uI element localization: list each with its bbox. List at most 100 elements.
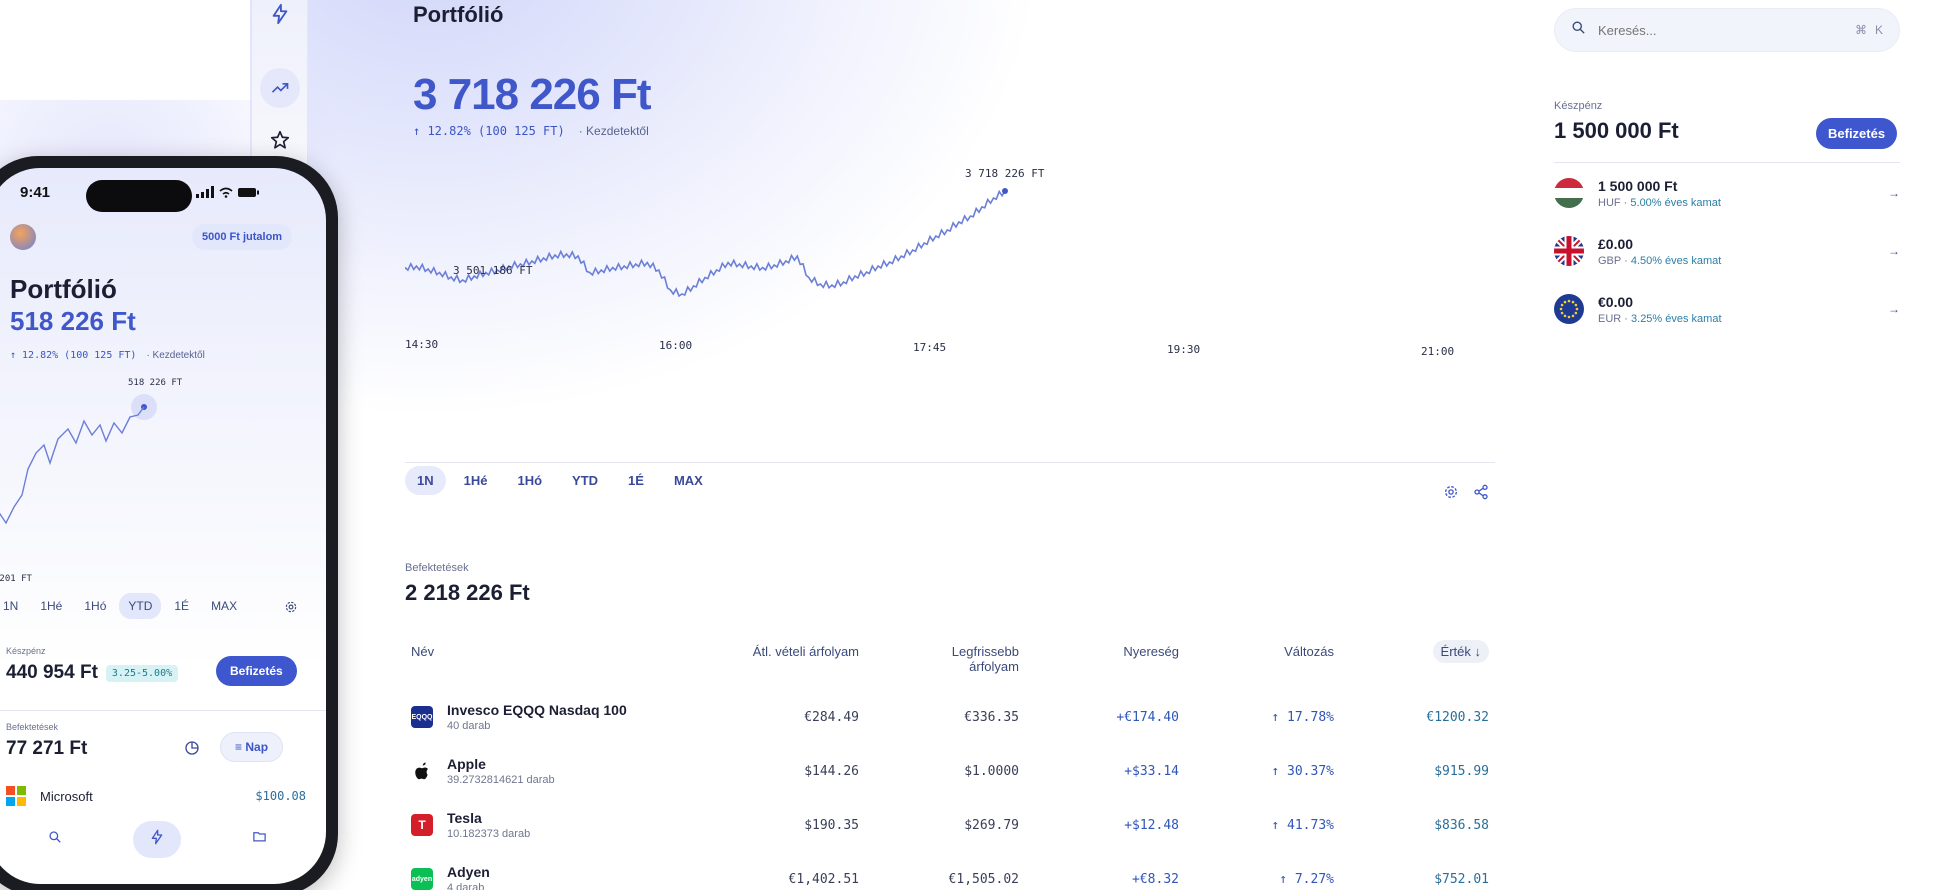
account-info: £0.00 GBP · 4.50% éves kamat (1598, 236, 1721, 267)
portfolio-since: · Kezdetektől (578, 124, 649, 138)
x-tick-label: 14:30 (405, 338, 438, 351)
nav-search-icon[interactable] (48, 830, 62, 849)
range-button[interactable]: MAX (673, 473, 703, 488)
uk-flag-icon (1554, 236, 1584, 266)
avatar[interactable] (10, 224, 36, 250)
range-button[interactable]: 1Hé (463, 473, 488, 488)
right-panel: ⌘ K Készpénz 1 500 000 Ft Befizetés 1 50… (1554, 0, 1904, 340)
phone-period-filter[interactable]: ≡ Nap (220, 732, 284, 762)
phone-change: ↑ 12.82% (100 125 FT) (10, 350, 137, 361)
phone-cash-label: Készpénz (6, 646, 46, 656)
phone-bottom-nav (12, 816, 302, 862)
asset-quantity: 39.2732814621 darab (447, 774, 555, 786)
reward-badge[interactable]: 5000 Ft jutalom (192, 224, 293, 250)
table-row[interactable]: adyen Adyen 4 darab €1,402.51 €1,505.02 +€8.3… (405, 852, 1495, 890)
col-change[interactable]: Változás (1284, 644, 1334, 659)
asset-logo-icon: EQQQ (411, 706, 433, 728)
range-button[interactable]: YTD (572, 473, 599, 488)
col-latest-line2: árfolyam (969, 659, 1019, 674)
col-value[interactable]: Érték ↓ (1340, 640, 1495, 690)
account-meta: EUR · 3.25% éves kamat (1598, 312, 1722, 325)
x-tick-label: 19:30 (1167, 343, 1200, 356)
phone-settings-icon[interactable] (284, 600, 298, 619)
eu-flag-icon (1554, 294, 1584, 324)
name-cell: T Tesla 10.182373 darab (411, 810, 699, 840)
portfolio-chart[interactable]: 3 718 226 FT 3 501 186 FT 14:30 16:00 17:45 1… (405, 150, 1505, 460)
phone-investments-label: Befektetések (6, 722, 59, 732)
asset-logo-icon (411, 760, 433, 782)
status-icons (196, 186, 260, 201)
dynamic-island (86, 180, 192, 212)
asset-name: Tesla (447, 810, 482, 826)
chart-tools (1443, 484, 1489, 505)
table-row[interactable]: Apple 39.2732814621 darab $144.26 $1.0000 +$… (405, 744, 1495, 798)
phone-range-button[interactable]: 1Hé (40, 599, 63, 613)
cell-latest-price: €336.35 (964, 709, 1019, 725)
nav-folder-icon[interactable] (252, 829, 267, 849)
cell-avg-price: $190.35 (804, 817, 859, 833)
col-name[interactable]: Név (411, 644, 435, 659)
phone-page-title: Portfólió (10, 274, 117, 304)
search-input[interactable] (1598, 22, 1843, 38)
phone-chart-low: 3201 FT (0, 574, 33, 583)
phone-chart[interactable]: 518 226 FT 3201 FT (0, 373, 326, 583)
nav-bolt-icon[interactable] (132, 820, 181, 858)
table-row[interactable]: EQQQ Invesco EQQQ Nasdaq 100 40 darab €284.… (405, 690, 1495, 744)
sort-value-pill[interactable]: Érték ↓ (1432, 640, 1489, 663)
x-tick-label: 21:00 (1421, 345, 1454, 358)
range-button[interactable]: 1Hó (517, 473, 543, 488)
deposit-button[interactable]: Befizetés (1816, 118, 1898, 149)
trend-up-icon[interactable] (260, 68, 300, 108)
name-cell: Apple 39.2732814621 darab (411, 756, 699, 786)
star-icon[interactable] (266, 126, 294, 154)
chart-divider (405, 462, 1495, 463)
x-tick-label: 16:00 (659, 339, 692, 352)
col-avg-price[interactable]: Átl. vételi árfolyam (752, 644, 859, 659)
col-latest-price[interactable]: Legfrissebb árfolyam (865, 640, 1025, 690)
cell-name: adyen Adyen 4 darab (405, 852, 705, 890)
phone-chart-high: 518 226 FT (128, 378, 183, 388)
phone-cash-total: 440 954 Ft (6, 662, 98, 683)
cash-total: 1 500 000 Ft (1554, 118, 1679, 143)
table-row[interactable]: T Tesla 10.182373 darab $190.35 $269.79 +$12.… (405, 798, 1495, 852)
cell-latest-price: €1,505.02 (948, 871, 1019, 887)
cell-name: T Tesla 10.182373 darab (405, 798, 705, 852)
account-rate: 4.50% éves kamat (1630, 254, 1722, 267)
cell-avg-price: €1,402.51 (788, 871, 859, 887)
table-header-row: Név Átl. vételi árfolyam Legfrissebb árfo… (405, 640, 1495, 690)
phone-screen: 9:41 5000 Ft jutalom Portfólió 518 226 F… (0, 168, 326, 884)
x-tick-label: 17:45 (913, 341, 946, 354)
phone-range-button[interactable]: 1Hó (84, 599, 107, 613)
settings-icon[interactable] (1443, 484, 1459, 505)
asset-info: Tesla 10.182373 darab (447, 810, 530, 840)
account-gbp[interactable]: £0.00 GBP · 4.50% éves kamat → (1554, 228, 1900, 274)
col-gain[interactable]: Nyereség (1123, 644, 1179, 659)
phone-range-button[interactable]: YTD (119, 593, 162, 619)
account-huf[interactable]: 1 500 000 Ft HUF · 5.00% éves kamat → (1554, 170, 1900, 216)
share-icon[interactable] (1473, 484, 1489, 505)
chart-high-label: 3 718 226 FT (965, 167, 1045, 180)
account-rate: 5.00% éves kamat (1630, 196, 1721, 209)
account-eur[interactable]: €0.00 EUR · 3.25% éves kamat → (1554, 286, 1900, 332)
range-button[interactable]: 1É (628, 473, 644, 488)
portfolio-total: 3 718 226 Ft (413, 70, 651, 119)
phone-row-name: Microsoft (40, 788, 93, 804)
range-button[interactable]: 1N (405, 466, 446, 495)
portfolio-main: Portfólió 3 718 226 Ft ↑ 12.82% (100 125… (405, 0, 1505, 890)
list-item[interactable]: Microsoft $100.08 (6, 786, 306, 806)
filter-icon: ≡ (235, 740, 243, 754)
asset-quantity: 10.182373 darab (447, 828, 531, 840)
phone-chart-line (0, 406, 145, 525)
cell-gain: +$12.48 (1124, 817, 1179, 833)
name-cell: adyen Adyen 4 darab (411, 864, 699, 890)
search-bar[interactable]: ⌘ K (1554, 8, 1900, 52)
pie-chart-icon[interactable] (184, 740, 200, 761)
phone-deposit-button[interactable]: Befizetés (216, 656, 297, 686)
phone-range-button[interactable]: 1É (174, 599, 190, 613)
phone-range-button[interactable]: MAX (211, 599, 238, 613)
bolt-icon[interactable] (266, 0, 294, 28)
asset-name: Apple (447, 756, 486, 772)
background-glow (250, 0, 1150, 500)
cash-divider (1554, 162, 1900, 163)
phone-range-button[interactable]: 1N (3, 599, 19, 613)
